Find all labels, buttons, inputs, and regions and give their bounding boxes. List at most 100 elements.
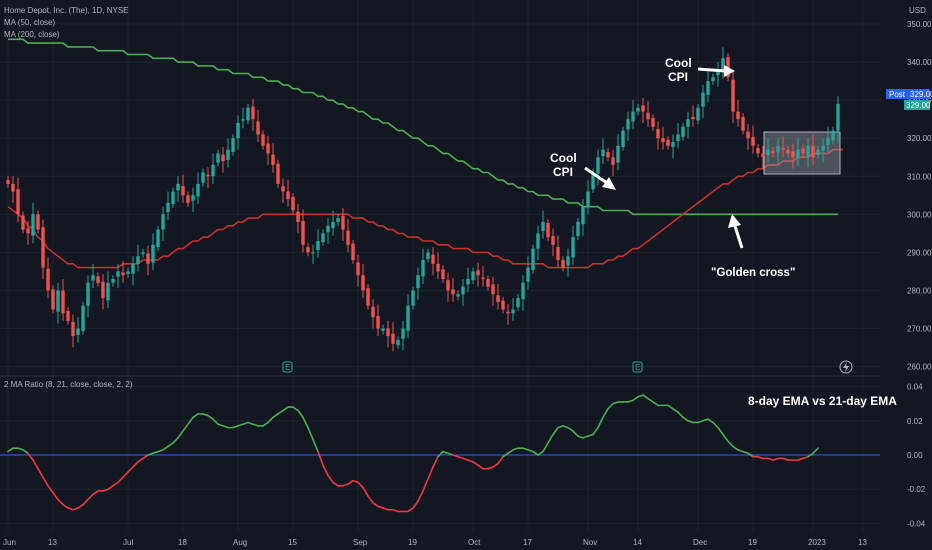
candle-body bbox=[466, 279, 470, 285]
ratio-segment bbox=[767, 457, 774, 461]
cool-cpi-2-line1: Cool bbox=[550, 151, 577, 165]
ratio-segment bbox=[512, 447, 519, 451]
ratio-segment bbox=[307, 426, 314, 441]
candle-body bbox=[751, 137, 755, 146]
arrow-to-gap-icon bbox=[584, 166, 616, 190]
cool-cpi-1-line2: CPI bbox=[668, 70, 688, 84]
time-tick-label: 13 bbox=[858, 538, 867, 547]
ratio-segment bbox=[137, 457, 144, 463]
ratio-segment bbox=[302, 416, 309, 429]
candle-body bbox=[181, 186, 185, 196]
ratio-segment bbox=[247, 421, 254, 426]
ratio-segment bbox=[717, 426, 724, 436]
post-tag-label: Post bbox=[889, 90, 906, 99]
ratio-segment bbox=[367, 495, 374, 504]
ratio-segment bbox=[757, 455, 764, 460]
ratio-segment bbox=[342, 483, 349, 487]
candle-body bbox=[771, 150, 775, 154]
ma200-legend[interactable]: MA (200, close) bbox=[4, 30, 60, 39]
candle-body bbox=[531, 248, 535, 270]
candle-body bbox=[276, 163, 280, 184]
indicator-legend[interactable]: 2 MA Ratio (8, 21, close, close, 2, 2) bbox=[4, 380, 133, 389]
ratio-segment bbox=[47, 484, 54, 494]
ratio-segment bbox=[312, 438, 319, 453]
ratio-segment bbox=[507, 449, 514, 455]
candle-body bbox=[111, 279, 115, 283]
ratio-segment bbox=[442, 450, 449, 455]
candle-body bbox=[501, 300, 505, 310]
candle-body bbox=[186, 195, 190, 203]
candle-body bbox=[166, 202, 170, 213]
candle-body bbox=[421, 260, 425, 277]
candle-body bbox=[21, 215, 25, 230]
time-tick-label: Jul bbox=[123, 538, 133, 547]
ratio-segment bbox=[542, 442, 549, 453]
candle-body bbox=[451, 289, 455, 295]
ratio-segment bbox=[547, 433, 554, 444]
earnings-marker-2[interactable]: E bbox=[632, 361, 643, 373]
candle-body bbox=[576, 221, 580, 237]
golden-cross-label: "Golden cross" bbox=[711, 267, 795, 279]
candle-body bbox=[641, 105, 645, 112]
candle-body bbox=[606, 151, 610, 158]
ratio-segment bbox=[552, 426, 559, 436]
indicator-axis[interactable]: 0.04 0.02 0.00 -0.02 -0.04 bbox=[907, 383, 926, 529]
ratio-segment bbox=[92, 490, 99, 496]
ratio-segment bbox=[7, 447, 14, 453]
candle-body bbox=[201, 172, 205, 183]
candle-body bbox=[86, 282, 90, 306]
candle-body bbox=[816, 149, 820, 155]
ratio-segment bbox=[772, 457, 779, 461]
candle-body bbox=[396, 339, 400, 345]
candle-body bbox=[46, 268, 50, 291]
candle-body bbox=[316, 240, 320, 251]
candle-body bbox=[386, 328, 390, 337]
candle-body bbox=[271, 154, 275, 165]
candle-body bbox=[361, 275, 365, 291]
candle-body bbox=[256, 121, 260, 135]
candle-body bbox=[366, 288, 370, 306]
candle-body bbox=[471, 271, 475, 281]
ratio-segment bbox=[32, 459, 39, 470]
candle-body bbox=[546, 223, 550, 238]
candle-body bbox=[281, 186, 285, 192]
candle-body bbox=[781, 148, 785, 150]
ratio-segment bbox=[652, 401, 659, 407]
ratio-segment bbox=[177, 430, 184, 439]
candle-body bbox=[731, 79, 735, 112]
ratio-segment bbox=[52, 491, 59, 501]
candle-body bbox=[571, 237, 575, 258]
ratio-segment bbox=[297, 409, 304, 419]
candle-body bbox=[66, 311, 70, 321]
symbol-title[interactable]: Home Depot, Inc. (The), 1D, NYSE bbox=[4, 6, 129, 15]
ma50-legend[interactable]: MA (50, close) bbox=[4, 18, 55, 27]
ratio-segment bbox=[677, 411, 684, 419]
ratio-segment bbox=[182, 423, 189, 432]
candle-body bbox=[616, 145, 620, 163]
ratio-segment bbox=[687, 419, 694, 424]
ratio-segment bbox=[597, 416, 604, 429]
candle-body bbox=[551, 236, 555, 245]
candle-body bbox=[746, 131, 750, 139]
candle-body bbox=[371, 306, 375, 318]
candle-body bbox=[636, 107, 640, 112]
candle-body bbox=[786, 149, 790, 154]
candle-body bbox=[481, 277, 485, 280]
cool-cpi-2-line2: CPI bbox=[553, 165, 573, 179]
candle-body bbox=[566, 256, 570, 266]
candle-body bbox=[116, 271, 120, 277]
ratio-segment bbox=[67, 507, 74, 511]
ratio-segment bbox=[487, 466, 494, 470]
ratio-segment bbox=[747, 452, 754, 458]
ema-comparison-label: 8-day EMA vs 21-day EMA bbox=[748, 394, 897, 408]
candle-body bbox=[401, 328, 405, 339]
ratio-segment bbox=[362, 486, 369, 497]
ratio-segment bbox=[567, 426, 574, 432]
price-tick-label: 340.00 bbox=[907, 58, 932, 67]
earnings-marker-1[interactable]: E bbox=[282, 361, 293, 373]
time-axis[interactable]: Jun 13 Jul 18 Aug 15 Sep 19 Oct 17 Nov 14 Dec 19 2023 1… bbox=[3, 538, 867, 547]
dividend-lightning-icon[interactable] bbox=[839, 360, 853, 374]
candle-body bbox=[356, 262, 360, 276]
arrow-to-cross-icon bbox=[728, 214, 744, 249]
